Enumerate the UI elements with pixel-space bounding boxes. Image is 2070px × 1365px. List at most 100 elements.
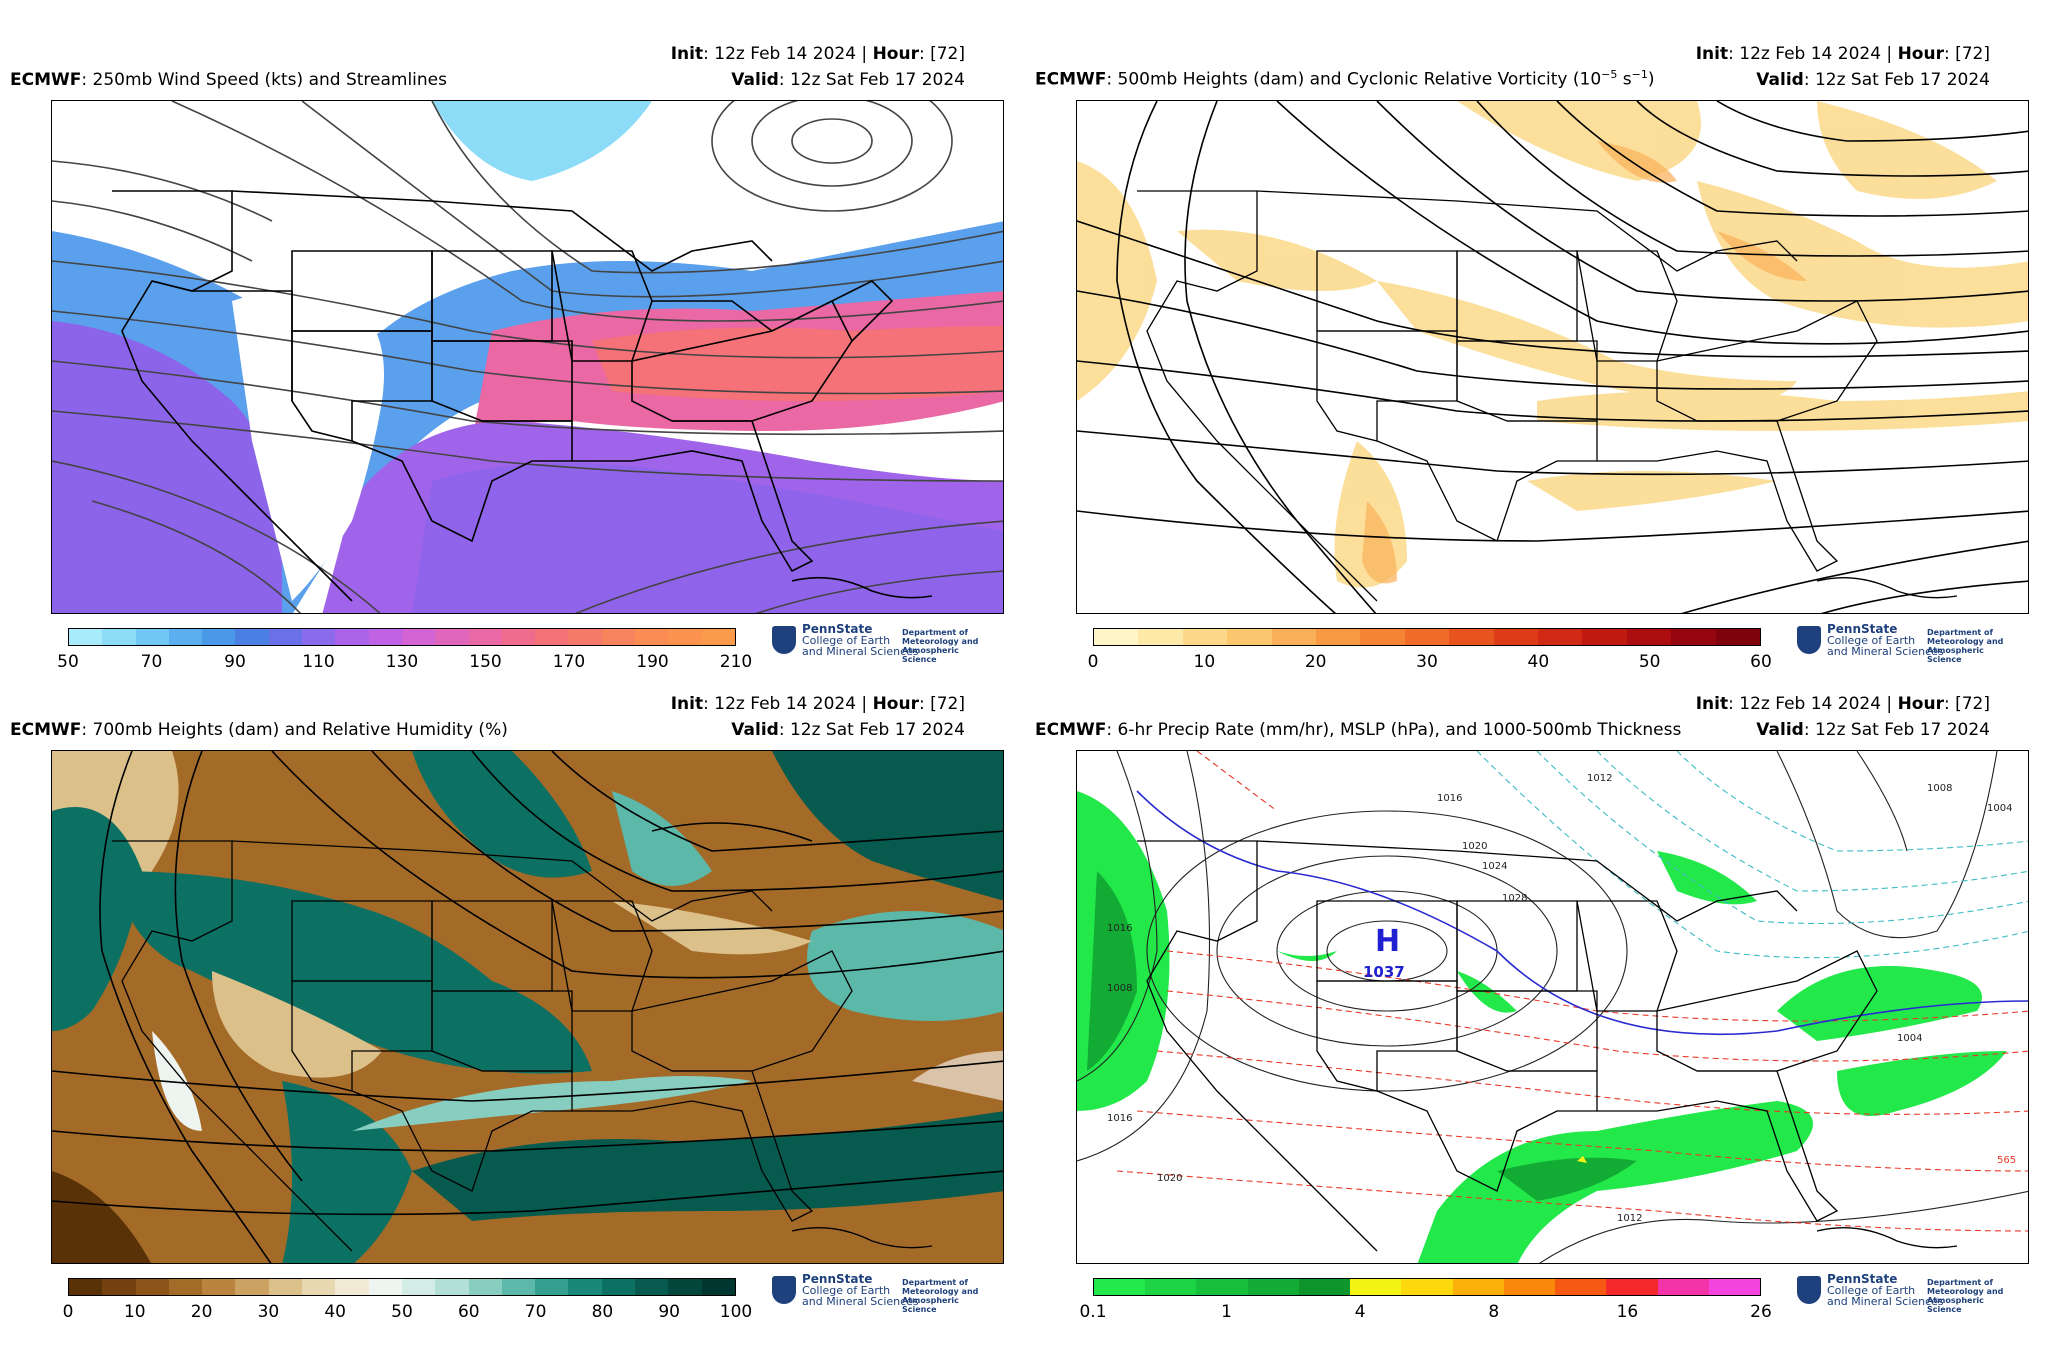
isobar-label: 1016 (1107, 923, 1132, 934)
college-name: PennState College of Earth and Mineral Sci… (1827, 622, 1944, 658)
map-500mb-vorticity (1076, 100, 2029, 614)
department-name: Department of Meteorology and Atmospheric … (902, 628, 979, 664)
init-time: Init: 12z Feb 14 2024 | Hour: [72] (670, 44, 965, 64)
colorbar-swatch (568, 1279, 602, 1295)
colorbar-swatch (1449, 629, 1494, 645)
panel-title: ECMWF: 500mb Heights (dam) and Cyclonic … (1035, 68, 1655, 90)
colorbar-swatch (635, 1279, 669, 1295)
colorbar-swatch (1626, 629, 1672, 645)
colorbar-swatch (102, 1279, 136, 1295)
colorbar-swatch (1493, 629, 1539, 645)
map-graphic (52, 751, 1003, 1263)
colorbar-swatch (1671, 629, 1716, 645)
map-700mb-rh (51, 750, 1004, 1264)
colorbar-tick-label: 50 (57, 652, 79, 672)
colorbar-swatch (135, 1279, 169, 1295)
colorbar-swatch (501, 629, 536, 645)
colorbar-tick-label: 70 (140, 652, 163, 672)
colorbar-swatch (1452, 1279, 1504, 1295)
colorbar-swatch (1715, 629, 1761, 645)
pennstate-logo: PennState College of Earth and Mineral Sci… (772, 622, 992, 664)
colorbar-tick-label: 4 (1354, 1302, 1366, 1322)
colorbar-swatch (235, 1279, 269, 1295)
colorbar-swatch (168, 1279, 203, 1295)
colorbar-tick-label: 0 (1087, 652, 1099, 672)
colorbar-swatch (1538, 629, 1583, 645)
colorbar-tick-label: 50 (1638, 652, 1661, 672)
colorbar-swatch (1298, 1279, 1351, 1295)
colorbar-tick-label: 50 (391, 1302, 413, 1322)
lion-shield-icon (772, 1276, 796, 1304)
colorbar-swatch (1708, 1279, 1761, 1295)
colorbar-swatch (501, 1279, 536, 1295)
pennstate-logo: PennState College of Earth and Mineral Sci… (772, 1272, 992, 1314)
map-precip-mslp: H 1037 1016 1020 1024 1028 1012 1008 100… (1076, 750, 2029, 1264)
isobar-label: 1020 (1157, 1173, 1182, 1184)
colorbar-tick-label: 60 (1750, 652, 1772, 672)
colorbar-swatch (368, 629, 402, 645)
colorbar (1093, 628, 1761, 646)
colorbar-swatch (635, 629, 669, 645)
colorbar-swatch (69, 1279, 103, 1295)
panel-title: ECMWF: 250mb Wind Speed (kts) and Stream… (10, 70, 447, 90)
panel-header: ECMWF: 500mb Heights (dam) and Cyclonic … (1035, 44, 1990, 92)
lion-shield-icon (772, 626, 796, 654)
colorbar-swatch (535, 629, 569, 645)
colorbar-swatch (1350, 1279, 1402, 1295)
panel-precip-mslp: ECMWF: 6-hr Precip Rate (mm/hr), MSLP (h… (1025, 650, 2029, 1322)
colorbar-swatch (1196, 1279, 1248, 1295)
colorbar-tick-label: 170 (552, 652, 586, 672)
high-pressure-value: 1037 (1363, 963, 1405, 981)
colorbar-swatch (1360, 629, 1405, 645)
colorbar-tick-label: 190 (636, 652, 669, 672)
colorbar-tick-label: 90 (224, 652, 246, 672)
colorbar-swatch (135, 629, 169, 645)
map-graphic: H 1037 1016 1020 1024 1028 1012 1008 100… (1077, 751, 2028, 1263)
map-graphic (52, 101, 1003, 613)
colorbar-swatch (1182, 629, 1228, 645)
colorbar-swatch (168, 629, 203, 645)
isobar-label: 1016 (1437, 793, 1462, 804)
pennstate-logo: PennState College of Earth and Mineral Sci… (1797, 1272, 2017, 1314)
panel-title: ECMWF: 700mb Heights (dam) and Relative … (10, 720, 508, 740)
colorbar-swatch (701, 629, 735, 645)
colorbar-tick-label: 0.1 (1079, 1302, 1107, 1322)
colorbar-tick-label: 10 (123, 1302, 146, 1322)
colorbar-tick-label: 20 (190, 1302, 213, 1322)
thickness-label: 565 (1997, 1155, 2016, 1166)
colorbar-swatch (202, 629, 236, 645)
colorbar-swatch (1145, 1279, 1197, 1295)
panel-250mb-wind: ECMWF: 250mb Wind Speed (kts) and Stream… (0, 0, 1004, 672)
colorbar-tick-label: 90 (658, 1302, 681, 1322)
colorbar-swatch (1247, 1279, 1299, 1295)
map-graphic (1077, 101, 2028, 613)
isobar-label: 1012 (1587, 773, 1612, 784)
pennstate-logo: PennState College of Earth and Mineral Sci… (1797, 622, 2017, 664)
colorbar-swatch (535, 1279, 569, 1295)
colorbar-swatch (335, 629, 369, 645)
colorbar-swatch (235, 629, 269, 645)
isobar-label: 1028 (1502, 893, 1527, 904)
colorbar-tick-label: 100 (719, 1302, 753, 1322)
colorbar-ticks: 50 70 90 110 130 150 170 190 210 (57, 652, 752, 674)
panel-header: ECMWF: 250mb Wind Speed (kts) and Stream… (10, 44, 965, 92)
init-time: Init: 12z Feb 14 2024 | Hour: [72] (1695, 44, 1990, 64)
panel-header: ECMWF: 6-hr Precip Rate (mm/hr), MSLP (h… (1035, 694, 1990, 742)
colorbar-swatch (69, 629, 103, 645)
colorbar-swatch (1657, 1279, 1709, 1295)
colorbar-swatch (1582, 629, 1627, 645)
colorbar-swatch (202, 1279, 236, 1295)
colorbar (68, 1278, 736, 1296)
colorbar-tick-label: 40 (324, 1302, 347, 1322)
colorbar-swatch (1271, 629, 1317, 645)
colorbar (1093, 1278, 1761, 1296)
panel-title: ECMWF: 6-hr Precip Rate (mm/hr), MSLP (h… (1035, 720, 1682, 740)
colorbar-swatch (601, 1279, 636, 1295)
colorbar-swatch (102, 629, 136, 645)
isobar-label: 1012 (1617, 1213, 1642, 1224)
college-name: PennState College of Earth and Mineral Sci… (1827, 1272, 1944, 1308)
valid-time: Valid: 12z Sat Feb 17 2024 (731, 720, 965, 740)
isobar-label: 1016 (1107, 1113, 1132, 1124)
isobar-label: 1024 (1482, 861, 1507, 872)
isobar-label: 1020 (1462, 841, 1487, 852)
